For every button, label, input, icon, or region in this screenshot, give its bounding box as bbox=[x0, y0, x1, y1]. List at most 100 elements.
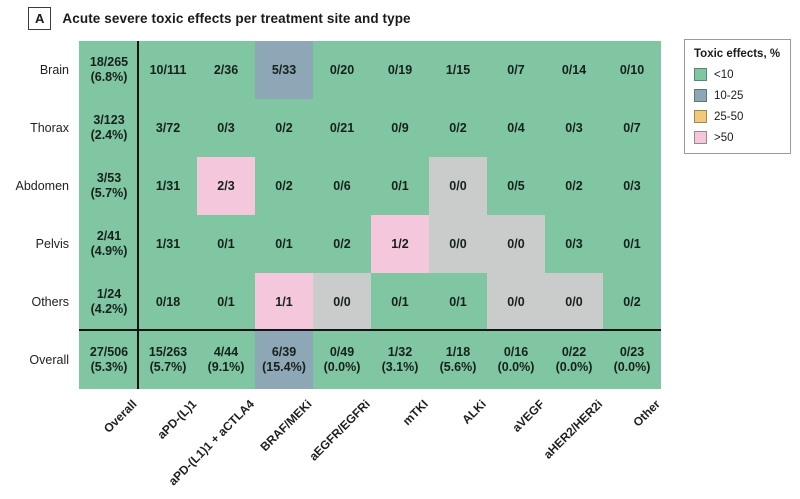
cell-value: 0/3 bbox=[623, 178, 641, 193]
heatmap-cell-thorax-apd-l-1: 3/72 bbox=[139, 99, 197, 157]
cell-percent: (5.3%) bbox=[90, 360, 128, 374]
cell-value: 0/2 bbox=[275, 178, 293, 193]
heatmap-cell-others-braf-meki: 1/1 bbox=[255, 273, 313, 331]
col-label-apd-l-1: aPD-(L)1 bbox=[154, 397, 199, 442]
cell-percent: (6.8%) bbox=[90, 70, 128, 84]
cell-value: 2/36 bbox=[213, 62, 239, 77]
col-label-aegfr-egfri: aEGFR/EGFRi bbox=[306, 397, 373, 464]
heatmap-cell-abdomen-apd-l-1: 1/31 bbox=[139, 157, 197, 215]
cell-value: 0/23 bbox=[619, 345, 645, 359]
heatmap-cell-overall-aegfr-egfri: 0/49 (0.0%) bbox=[313, 331, 371, 389]
cell-value: 1/24 bbox=[96, 287, 122, 301]
cell-value: 1/1 bbox=[275, 294, 293, 309]
heatmap-cell-abdomen-braf-meki: 0/2 bbox=[255, 157, 313, 215]
col-label-mtki: mTKI bbox=[399, 397, 431, 429]
heatmap-cell-brain-overall: 18/265 (6.8%) bbox=[79, 41, 139, 99]
row-label-pelvis: Pelvis bbox=[35, 237, 69, 251]
heatmap-cell-abdomen-aegfr-egfri: 0/6 bbox=[313, 157, 371, 215]
heatmap-cell-pelvis-avegf: 0/0 bbox=[487, 215, 545, 273]
cell-value: 0/1 bbox=[623, 236, 641, 251]
cell-value: 15/263 bbox=[148, 345, 188, 359]
cell-percent: (9.1%) bbox=[207, 360, 245, 374]
cell-percent: (15.4%) bbox=[262, 360, 306, 374]
cell-value: 27/506 bbox=[89, 345, 129, 359]
heatmap-cell-thorax-alki: 0/2 bbox=[429, 99, 487, 157]
legend-item-label: >50 bbox=[714, 131, 734, 144]
cell-value: 2/41 bbox=[96, 229, 122, 243]
heatmap-cell-pelvis-mtki: 1/2 bbox=[371, 215, 429, 273]
cell-value: 0/0 bbox=[449, 178, 467, 193]
overall-column-divider bbox=[137, 41, 139, 389]
cell-value: 5/33 bbox=[271, 62, 297, 77]
legend-swatch-b10to25-icon bbox=[694, 89, 707, 102]
legend-swatch-gt50-icon bbox=[694, 131, 707, 144]
cell-value: 18/265 bbox=[89, 55, 129, 69]
cell-percent: (5.6%) bbox=[439, 360, 477, 374]
legend-item-label: 10-25 bbox=[714, 89, 744, 102]
cell-percent: (2.4%) bbox=[90, 128, 128, 142]
cell-value: 0/5 bbox=[507, 178, 525, 193]
legend-item-gt50: >50 bbox=[694, 131, 781, 144]
heatmap-cell-pelvis-alki: 0/0 bbox=[429, 215, 487, 273]
heatmap-cell-thorax-overall: 3/123 (2.4%) bbox=[79, 99, 139, 157]
cell-value: 0/0 bbox=[507, 294, 525, 309]
heatmap-cell-others-apd-l-1: 0/18 bbox=[139, 273, 197, 331]
heatmap-cell-overall-apd-l1-1-actla4: 4/44 (9.1%) bbox=[197, 331, 255, 389]
cell-value: 1/15 bbox=[445, 62, 471, 77]
heatmap-cell-pelvis-other: 0/1 bbox=[603, 215, 661, 273]
heatmap-cell-brain-other: 0/10 bbox=[603, 41, 661, 99]
row-label-brain: Brain bbox=[39, 63, 69, 77]
cell-value: 0/10 bbox=[619, 62, 645, 77]
cell-value: 0/7 bbox=[623, 120, 641, 135]
cell-value: 0/3 bbox=[217, 120, 235, 135]
heatmap-cell-pelvis-aegfr-egfri: 0/2 bbox=[313, 215, 371, 273]
cell-value: 1/31 bbox=[155, 178, 181, 193]
cell-value: 1/31 bbox=[155, 236, 181, 251]
cell-value: 0/1 bbox=[217, 294, 235, 309]
heatmap-cell-abdomen-apd-l1-1-actla4: 2/3 bbox=[197, 157, 255, 215]
col-label-other: Other bbox=[630, 397, 663, 430]
cell-value: 1/18 bbox=[445, 345, 471, 359]
cell-value: 0/1 bbox=[391, 294, 409, 309]
legend-item-lt10: <10 bbox=[694, 68, 781, 81]
heatmap-cell-overall-overall: 27/506 (5.3%) bbox=[79, 331, 139, 389]
cell-value: 0/2 bbox=[623, 294, 641, 309]
legend-item-label: <10 bbox=[714, 68, 734, 81]
legend-title: Toxic effects, % bbox=[694, 48, 781, 60]
row-label-overall: Overall bbox=[29, 353, 69, 367]
cell-value: 0/2 bbox=[565, 178, 583, 193]
cell-value: 0/0 bbox=[449, 236, 467, 251]
overall-row-divider bbox=[79, 329, 661, 331]
heatmap-cell-overall-braf-meki: 6/39 (15.4%) bbox=[255, 331, 313, 389]
heatmap-cell-thorax-aegfr-egfri: 0/21 bbox=[313, 99, 371, 157]
heatmap-cell-others-mtki: 0/1 bbox=[371, 273, 429, 331]
heatmap-cell-brain-alki: 1/15 bbox=[429, 41, 487, 99]
heatmap-cell-overall-aher2-her2i: 0/22 (0.0%) bbox=[545, 331, 603, 389]
heatmap-cell-overall-mtki: 1/32 (3.1%) bbox=[371, 331, 429, 389]
cell-value: 0/6 bbox=[333, 178, 351, 193]
cell-percent: (0.0%) bbox=[613, 360, 651, 374]
cell-value: 0/18 bbox=[155, 294, 181, 309]
cell-percent: (4.2%) bbox=[90, 302, 128, 316]
heatmap-cell-pelvis-aher2-her2i: 0/3 bbox=[545, 215, 603, 273]
cell-value: 4/44 bbox=[213, 345, 239, 359]
heatmap-cell-abdomen-other: 0/3 bbox=[603, 157, 661, 215]
col-label-braf-meki: BRAF/MEKi bbox=[257, 397, 315, 455]
heatmap-cell-abdomen-alki: 0/0 bbox=[429, 157, 487, 215]
cell-value: 0/21 bbox=[329, 120, 355, 135]
cell-value: 6/39 bbox=[271, 345, 297, 359]
heatmap-cell-pelvis-braf-meki: 0/1 bbox=[255, 215, 313, 273]
cell-value: 0/0 bbox=[507, 236, 525, 251]
heatmap-cell-brain-apd-l-1: 10/111 bbox=[139, 41, 197, 99]
cell-percent: (5.7%) bbox=[149, 360, 187, 374]
heatmap-cell-others-overall: 1/24 (4.2%) bbox=[79, 273, 139, 331]
cell-percent: (5.7%) bbox=[90, 186, 128, 200]
cell-value: 0/16 bbox=[503, 345, 529, 359]
heatmap-cell-brain-apd-l1-1-actla4: 2/36 bbox=[197, 41, 255, 99]
cell-value: 3/72 bbox=[155, 120, 181, 135]
legend-box: Toxic effects, % <10 10-25 25-50 >50 bbox=[684, 39, 791, 154]
cell-value: 0/2 bbox=[333, 236, 351, 251]
cell-percent: (0.0%) bbox=[497, 360, 535, 374]
cell-value: 0/4 bbox=[507, 120, 525, 135]
heatmap-cell-thorax-apd-l1-1-actla4: 0/3 bbox=[197, 99, 255, 157]
